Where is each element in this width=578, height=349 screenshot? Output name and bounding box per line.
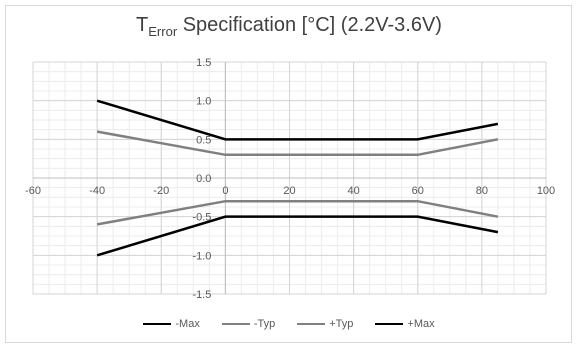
legend-swatch xyxy=(375,323,404,325)
x-tick-label: 0 xyxy=(222,185,228,197)
y-tick-label: 1.5 xyxy=(196,57,211,69)
tick-labels: -60 -40 -20 0 20 40 60 80 100 1.5 1.0 0.5 0.0 -0.5 -1.… xyxy=(25,57,555,301)
y-tick-label: -0.5 xyxy=(192,212,211,224)
series-line-typ-neg xyxy=(96,199,499,226)
legend-item: +Typ xyxy=(297,318,353,330)
axes xyxy=(33,62,546,294)
legend-swatch xyxy=(143,323,172,325)
x-tick-label: -40 xyxy=(89,185,105,197)
legend-label: -Max xyxy=(175,318,200,330)
y-tick-label: 0.0 xyxy=(196,173,211,185)
legend-label: -Typ xyxy=(253,318,276,330)
series-line-max-pos xyxy=(96,99,499,141)
x-tick-label: 100 xyxy=(537,185,555,197)
x-tick-label: 60 xyxy=(412,185,424,197)
legend-item: -Max xyxy=(143,318,200,330)
series-line-max-neg xyxy=(96,215,499,257)
x-tick-label: 80 xyxy=(476,185,488,197)
legend-item: +Max xyxy=(375,318,435,330)
series-line-typ-pos xyxy=(96,130,499,157)
y-tick-label: -1.0 xyxy=(192,250,211,262)
chart-frame xyxy=(5,5,572,343)
legend-item: -Typ xyxy=(221,318,276,330)
legend: -Max -Typ +Typ +Max xyxy=(0,318,578,330)
series-lines xyxy=(96,99,499,257)
legend-swatch xyxy=(297,323,326,325)
y-tick-label: 1.0 xyxy=(196,96,211,108)
major-gridlines xyxy=(32,61,547,295)
chart-title-rest: Specification [°C] (2.2V-3.6V) xyxy=(177,14,442,36)
legend-label: +Typ xyxy=(329,318,354,330)
y-tick-label: -1.5 xyxy=(192,289,211,301)
chart-title-main: T xyxy=(136,14,149,36)
x-tick-label: 20 xyxy=(283,185,295,197)
chart-title-subscript: Error xyxy=(148,24,178,39)
legend-swatch xyxy=(221,323,250,325)
chart-title: TError Specification [°C] (2.2V-3.6V) xyxy=(0,14,578,39)
legend-label: +Max xyxy=(407,318,435,330)
x-tick-label: -60 xyxy=(25,185,41,197)
y-tick-label: 0.5 xyxy=(196,134,211,146)
x-tick-label: 40 xyxy=(348,185,360,197)
x-tick-label: -20 xyxy=(153,185,169,197)
